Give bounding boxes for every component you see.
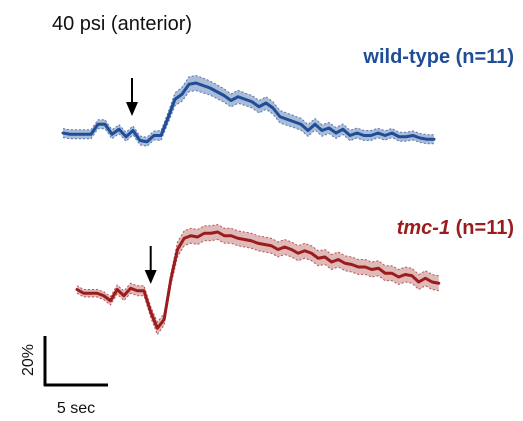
wild-type-strain: wild-type: [362, 46, 450, 68]
tmc-1-mean-trace: [75, 230, 441, 330]
scale-bar-y-label: 20%: [20, 344, 37, 376]
wild-type-label: wild-type (n=11): [362, 46, 514, 68]
wild-type-sem-band: [63, 75, 434, 147]
tmc-1-sem-lower-edge: [76, 238, 439, 336]
wild-type-stimulus-arrow: [126, 78, 138, 116]
traces-layer: [61, 74, 441, 336]
wild-type-sem-upper-edge: [62, 74, 434, 138]
tmc-1-sem-upper-edge: [76, 223, 439, 323]
tmc-1-count: (n=11): [456, 217, 514, 239]
tmc-1-label: tmc-1 (n=11): [397, 217, 514, 239]
wild-type-mean-trace: [61, 81, 436, 144]
wild-type-sem-lower-edge: [62, 89, 434, 147]
tmc-1-sem-band: [77, 224, 439, 335]
chart-title: 40 psi (anterior): [52, 13, 192, 35]
scale-bar-x-label: 5 sec: [57, 400, 95, 417]
tmc-1-strain: tmc-1: [397, 217, 450, 239]
scale-bar: 20% 5 sec: [20, 336, 108, 417]
wild-type-count: (n=11): [456, 46, 514, 68]
tmc-1-stimulus-arrow: [144, 246, 157, 284]
